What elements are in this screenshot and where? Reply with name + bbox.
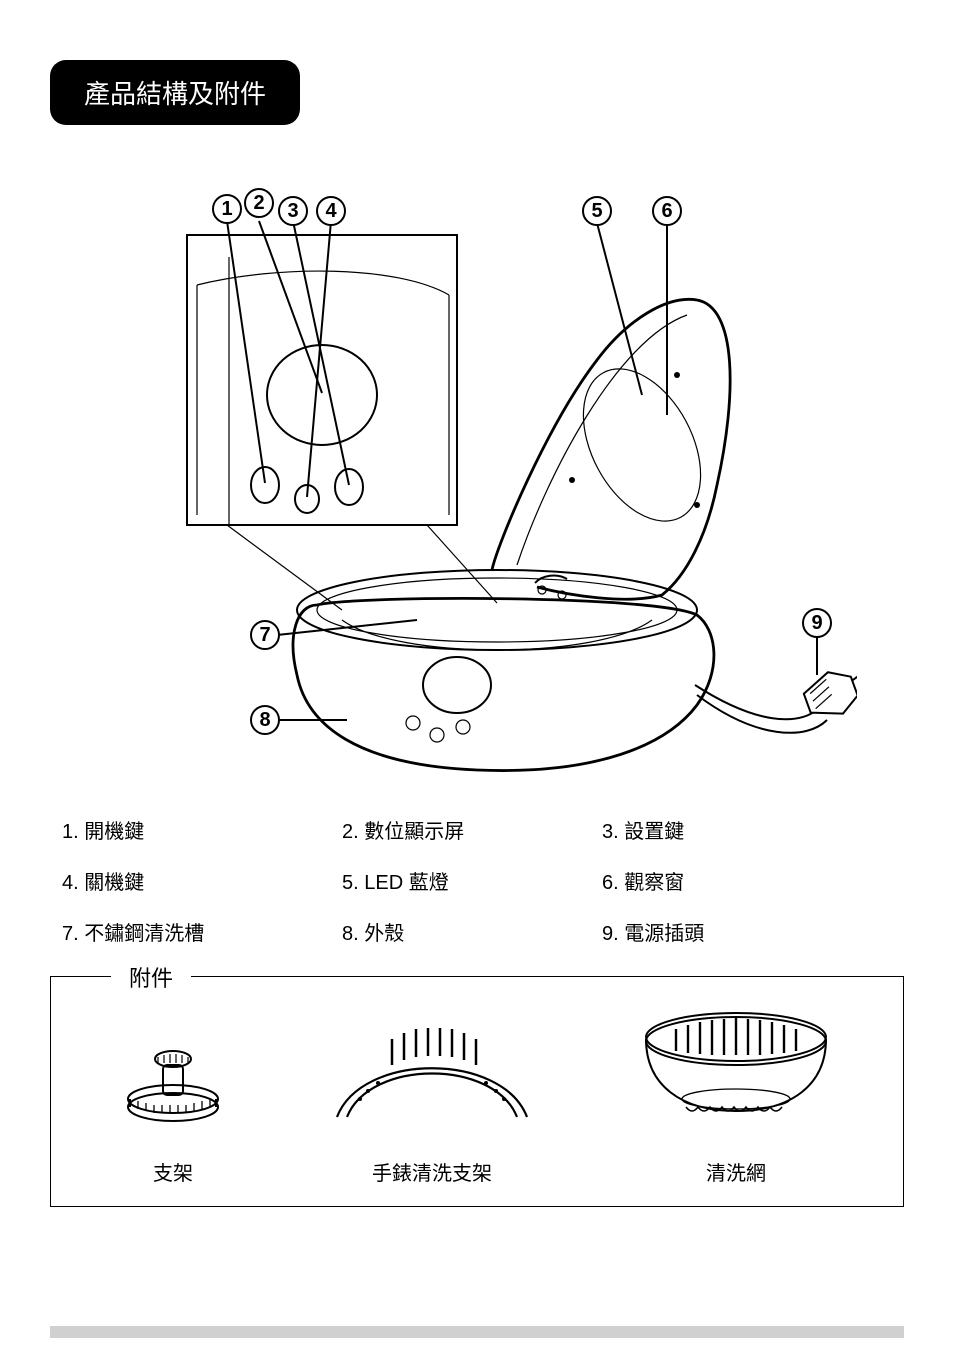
accessory-basket: 清洗網 (636, 1007, 836, 1186)
accessory-stand-label: 支架 (153, 1157, 193, 1186)
accessories-box: 附件 支架 (50, 976, 904, 1207)
accessories-title: 附件 (111, 961, 191, 993)
legend-item-1: 1. 開機鍵 (62, 815, 342, 844)
accessory-basket-label: 清洗網 (706, 1157, 766, 1186)
callout-4: 4 (317, 197, 345, 225)
callout-6: 6 (653, 197, 681, 225)
svg-text:9: 9 (811, 612, 822, 634)
legend-item-3: 3. 設置鍵 (602, 815, 892, 844)
legend-item-4: 4. 關機鍵 (62, 866, 342, 895)
footer-bar (50, 1326, 904, 1338)
callout-5: 5 (583, 197, 611, 225)
svg-text:7: 7 (259, 624, 270, 646)
callout-2: 2 (245, 189, 273, 217)
legend-item-6: 6. 觀察窗 (602, 866, 892, 895)
svg-text:5: 5 (591, 200, 602, 222)
callout-3: 3 (279, 197, 307, 225)
legend-item-5: 5. LED 藍燈 (342, 866, 602, 895)
accessory-watch-holder: 手錶清洗支架 (322, 1027, 542, 1186)
callout-1: 1 (213, 195, 241, 223)
svg-text:3: 3 (287, 200, 298, 222)
svg-text:8: 8 (259, 709, 270, 731)
accessory-watch-holder-label: 手錶清洗支架 (372, 1157, 492, 1186)
svg-text:2: 2 (253, 192, 264, 214)
callout-8: 8 (251, 706, 279, 734)
callout-7: 7 (251, 621, 279, 649)
legend-item-9: 9. 電源插頭 (602, 917, 892, 946)
legend-item-7: 7. 不鏽鋼清洗槽 (62, 917, 342, 946)
product-diagram: .st { fill:none; stroke:#000; stroke-wid… (97, 165, 857, 785)
svg-text:4: 4 (325, 200, 337, 222)
accessory-stand: 支架 (118, 1037, 228, 1186)
legend-item-8: 8. 外殼 (342, 917, 602, 946)
svg-text:6: 6 (661, 200, 672, 222)
callout-9: 9 (803, 609, 831, 637)
legend-item-2: 2. 數位顯示屏 (342, 815, 602, 844)
parts-legend: 1. 開機鍵 2. 數位顯示屏 3. 設置鍵 4. 關機鍵 5. LED 藍燈 … (50, 815, 904, 946)
svg-text:1: 1 (221, 198, 232, 220)
section-title: 產品結構及附件 (50, 60, 300, 125)
